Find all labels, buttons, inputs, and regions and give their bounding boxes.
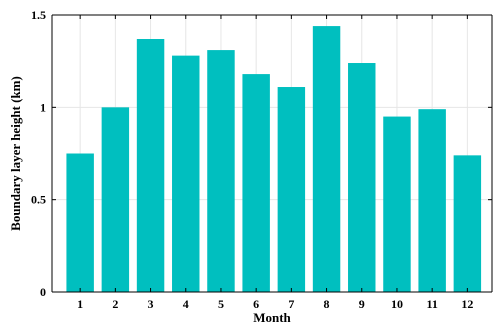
x-tick-label: 7 bbox=[288, 297, 294, 311]
x-tick-label: 11 bbox=[426, 297, 437, 311]
x-tick-label: 1 bbox=[77, 297, 83, 311]
y-axis-label: Boundary layer height (km) bbox=[8, 76, 23, 231]
bar-month-5 bbox=[207, 50, 235, 292]
y-tick-label: 1 bbox=[40, 100, 46, 114]
bar-month-2 bbox=[101, 107, 130, 292]
y-tick-label: 1.5 bbox=[31, 8, 46, 22]
bar-month-10 bbox=[383, 116, 411, 292]
bars bbox=[66, 26, 482, 293]
x-tick-label: 6 bbox=[253, 297, 259, 311]
bar-month-4 bbox=[172, 55, 200, 293]
x-tick-label: 3 bbox=[148, 297, 154, 311]
bar-month-3 bbox=[136, 39, 165, 292]
bar-month-11 bbox=[418, 109, 446, 293]
x-tick-label: 4 bbox=[183, 297, 189, 311]
x-tick-label: 10 bbox=[391, 297, 403, 311]
bar-month-7 bbox=[277, 87, 306, 293]
axes bbox=[51, 14, 493, 293]
bar-month-9 bbox=[348, 63, 376, 292]
y-tick-label: 0.5 bbox=[31, 193, 46, 207]
tick-labels: 00.511.51 2 3 4 5 6 7 8 9 10 11 12 bbox=[31, 8, 473, 311]
x-tick-label: 12 bbox=[461, 297, 473, 311]
x-axis-label: Month bbox=[253, 310, 291, 324]
x-tick-label: 2 bbox=[112, 297, 118, 311]
bar-month-8 bbox=[312, 26, 341, 293]
x-tick-label: 9 bbox=[359, 297, 365, 311]
bar-month-12 bbox=[453, 155, 482, 292]
bar-month-6 bbox=[242, 74, 270, 293]
x-tick-label: 5 bbox=[218, 297, 224, 311]
bar-month-1 bbox=[66, 153, 94, 292]
x-tick-label: 8 bbox=[324, 297, 330, 311]
y-tick-label: 0 bbox=[40, 285, 46, 299]
